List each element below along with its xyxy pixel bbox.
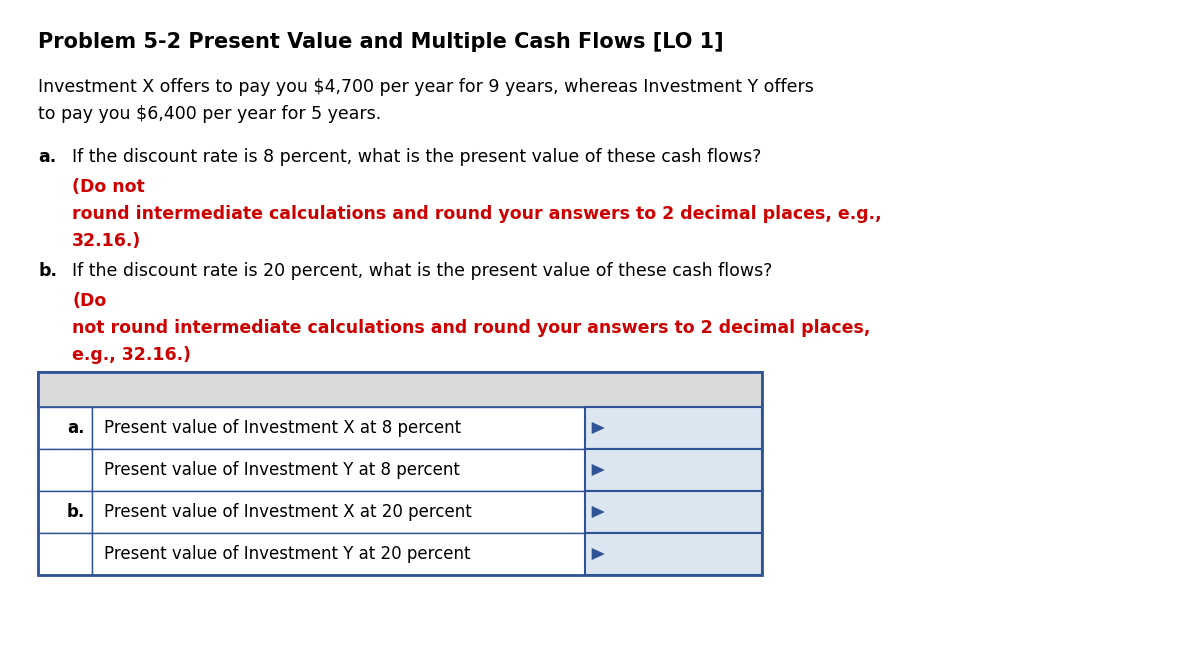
Text: (Do not: (Do not — [72, 178, 145, 196]
Text: a.: a. — [38, 148, 56, 166]
Text: b.: b. — [67, 503, 85, 521]
Bar — [92, 533, 586, 575]
Bar — [586, 533, 762, 575]
Text: If the discount rate is 8 percent, what is the present value of these cash flows: If the discount rate is 8 percent, what … — [72, 148, 767, 166]
Text: Present value of Investment Y at 20 percent: Present value of Investment Y at 20 perc… — [104, 545, 470, 563]
Text: Present value of Investment X at 8 percent: Present value of Investment X at 8 perce… — [104, 419, 461, 437]
Bar — [38, 533, 92, 575]
Text: Present value of Investment Y at 8 percent: Present value of Investment Y at 8 perce… — [104, 461, 460, 479]
Bar — [92, 449, 586, 491]
Text: a.: a. — [67, 419, 85, 437]
Text: b.: b. — [38, 262, 58, 280]
Bar — [586, 449, 762, 491]
Bar — [38, 372, 762, 407]
Bar — [38, 449, 92, 491]
Bar — [38, 407, 92, 449]
Text: Problem 5-2 Present Value and Multiple Cash Flows [LO 1]: Problem 5-2 Present Value and Multiple C… — [38, 32, 724, 52]
Text: If the discount rate is 20 percent, what is the present value of these cash flow: If the discount rate is 20 percent, what… — [72, 262, 778, 280]
Text: to pay you $6,400 per year for 5 years.: to pay you $6,400 per year for 5 years. — [38, 105, 382, 123]
Polygon shape — [592, 465, 604, 475]
Text: round intermediate calculations and round your answers to 2 decimal places, e.g.: round intermediate calculations and roun… — [72, 205, 882, 223]
Text: (Do: (Do — [72, 292, 107, 310]
Bar — [92, 407, 586, 449]
Polygon shape — [592, 506, 604, 517]
Bar — [586, 407, 762, 449]
Text: Investment X offers to pay you $4,700 per year for 9 years, whereas Investment Y: Investment X offers to pay you $4,700 pe… — [38, 78, 814, 96]
Text: 32.16.): 32.16.) — [72, 232, 142, 250]
Text: e.g., 32.16.): e.g., 32.16.) — [72, 346, 191, 364]
Text: not round intermediate calculations and round your answers to 2 decimal places,: not round intermediate calculations and … — [72, 319, 870, 337]
Bar — [38, 372, 762, 575]
Polygon shape — [592, 422, 604, 434]
Bar — [38, 491, 92, 533]
Polygon shape — [592, 548, 604, 560]
Bar — [586, 491, 762, 533]
Text: Present value of Investment X at 20 percent: Present value of Investment X at 20 perc… — [104, 503, 472, 521]
Bar — [92, 491, 586, 533]
